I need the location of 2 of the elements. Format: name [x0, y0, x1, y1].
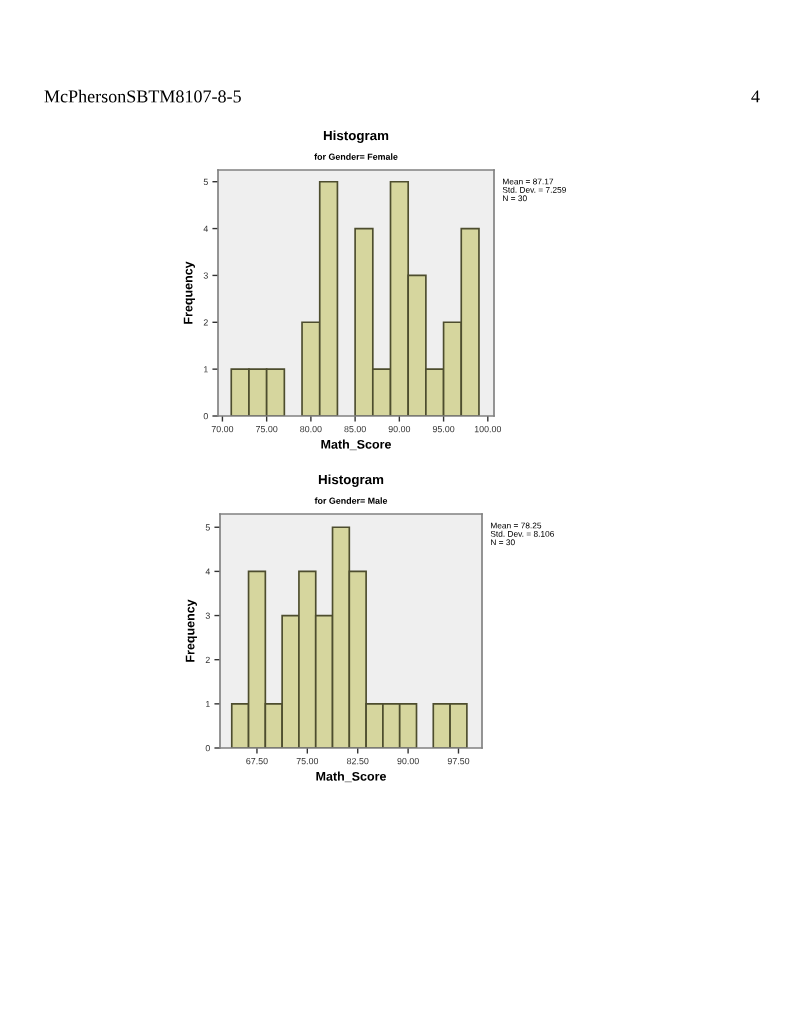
text: 4 [751, 90, 760, 103]
text: McPhersonSBTM8107-8-5 [44, 89, 241, 103]
